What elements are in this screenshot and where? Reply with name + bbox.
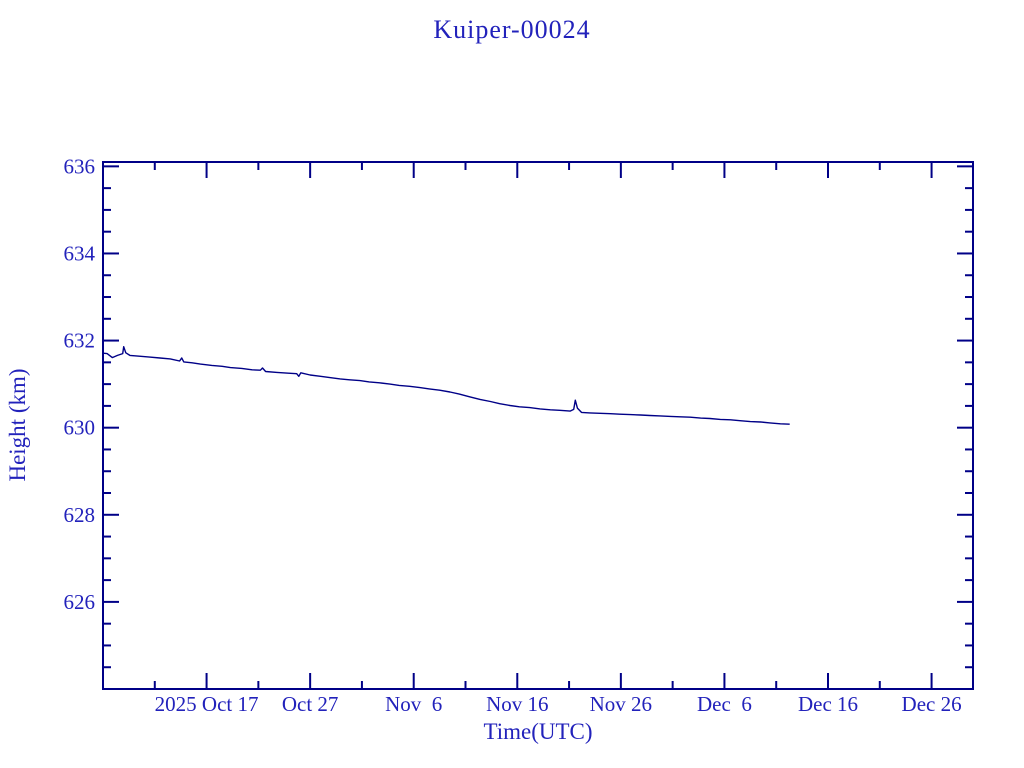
x-axis-title: Time(UTC) <box>483 719 593 744</box>
plot-border <box>102 161 974 690</box>
x-tick-label: Nov 16 <box>486 692 548 716</box>
x-tick-label: Nov 6 <box>385 692 442 716</box>
x-tick-label: 2025 Oct 17 <box>155 692 259 716</box>
y-tick-label: 636 <box>64 154 96 178</box>
data-line <box>102 346 790 425</box>
y-tick-label: 630 <box>64 416 96 440</box>
y-tick-label: 628 <box>64 503 96 527</box>
x-tick-label: Dec 16 <box>798 692 858 716</box>
x-tick-label: Dec 26 <box>902 692 962 716</box>
x-tick-label: Dec 6 <box>697 692 752 716</box>
x-tick-label: Oct 27 <box>282 692 339 716</box>
y-tick-label: 632 <box>64 329 96 353</box>
y-axis-title: Height (km) <box>5 368 30 482</box>
chart-title: Kuiper-00024 <box>433 15 591 44</box>
x-tick-label: Nov 26 <box>590 692 652 716</box>
y-tick-label: 634 <box>64 241 96 265</box>
y-tick-label: 626 <box>64 590 96 614</box>
